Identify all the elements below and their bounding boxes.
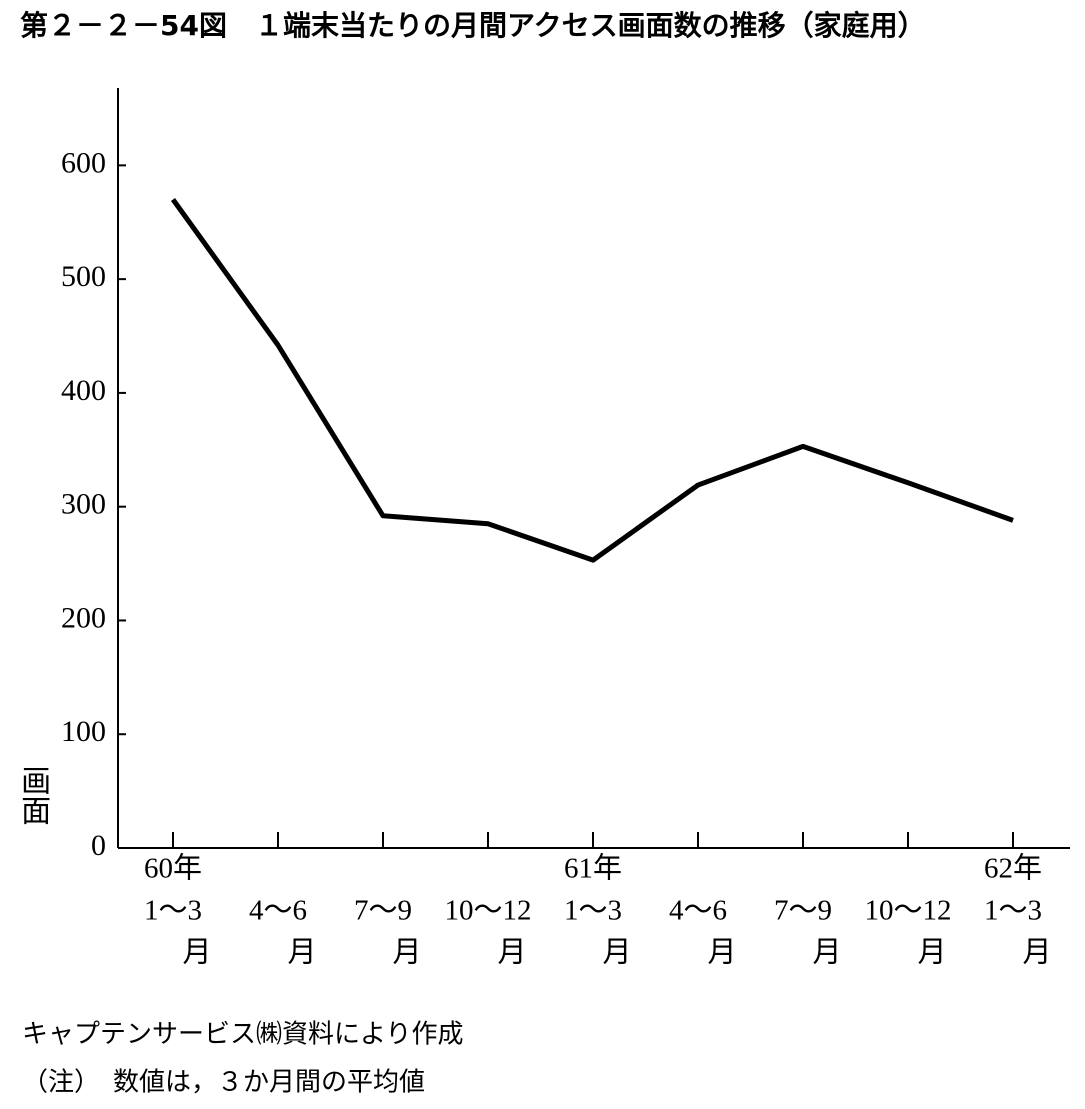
y-tick-label: 500 (61, 260, 106, 293)
y-tick-label: 0 (91, 829, 106, 862)
x-tick-label: 62年 (984, 852, 1042, 885)
x-tick-label: 月 (497, 937, 526, 969)
x-tick-label: 10～12 (864, 895, 951, 927)
x-tick-label: 月 (1022, 937, 1051, 969)
x-tick-label: 61年 (564, 852, 622, 885)
chart-title: 第２－２－54図 １端末当たりの月間アクセス画面数の推移（家庭用） (20, 9, 926, 42)
x-tick-label: 1～3 (144, 895, 202, 927)
x-tick-label: 月 (812, 937, 841, 969)
y-tick-label: 300 (61, 488, 106, 521)
x-tick-label: 月 (917, 937, 946, 969)
x-tick-label: 月 (707, 937, 736, 969)
y-tick-label: 200 (61, 601, 106, 634)
x-tick-label: 月 (287, 937, 316, 969)
y-tick-label: 100 (61, 715, 106, 748)
data-line (170, 198, 1014, 563)
x-tick-label: 1～3 (564, 895, 622, 927)
x-tick-label: 月 (392, 937, 421, 969)
x-tick-label: 7～9 (774, 895, 832, 927)
x-tick-label: 1～3 (984, 895, 1042, 927)
x-tick-label: 7～9 (354, 895, 412, 927)
x-tick-label: 月 (602, 937, 631, 969)
y-tick-label: 400 (61, 374, 106, 407)
x-tick-label: 60年 (144, 852, 202, 885)
x-tick-label: 4～6 (669, 895, 727, 927)
y-tick-label: 600 (61, 146, 106, 179)
x-tick-label: 月 (182, 937, 211, 969)
source-note: キャプテンサービス㈱資料により作成 (22, 1020, 463, 1050)
x-tick-label: 10～12 (444, 895, 531, 927)
footnote: （注） 数値は，３か月間の平均値 (22, 1068, 425, 1098)
x-tick-label: 4～6 (249, 895, 307, 927)
y-axis-label: 画面 (16, 765, 50, 825)
